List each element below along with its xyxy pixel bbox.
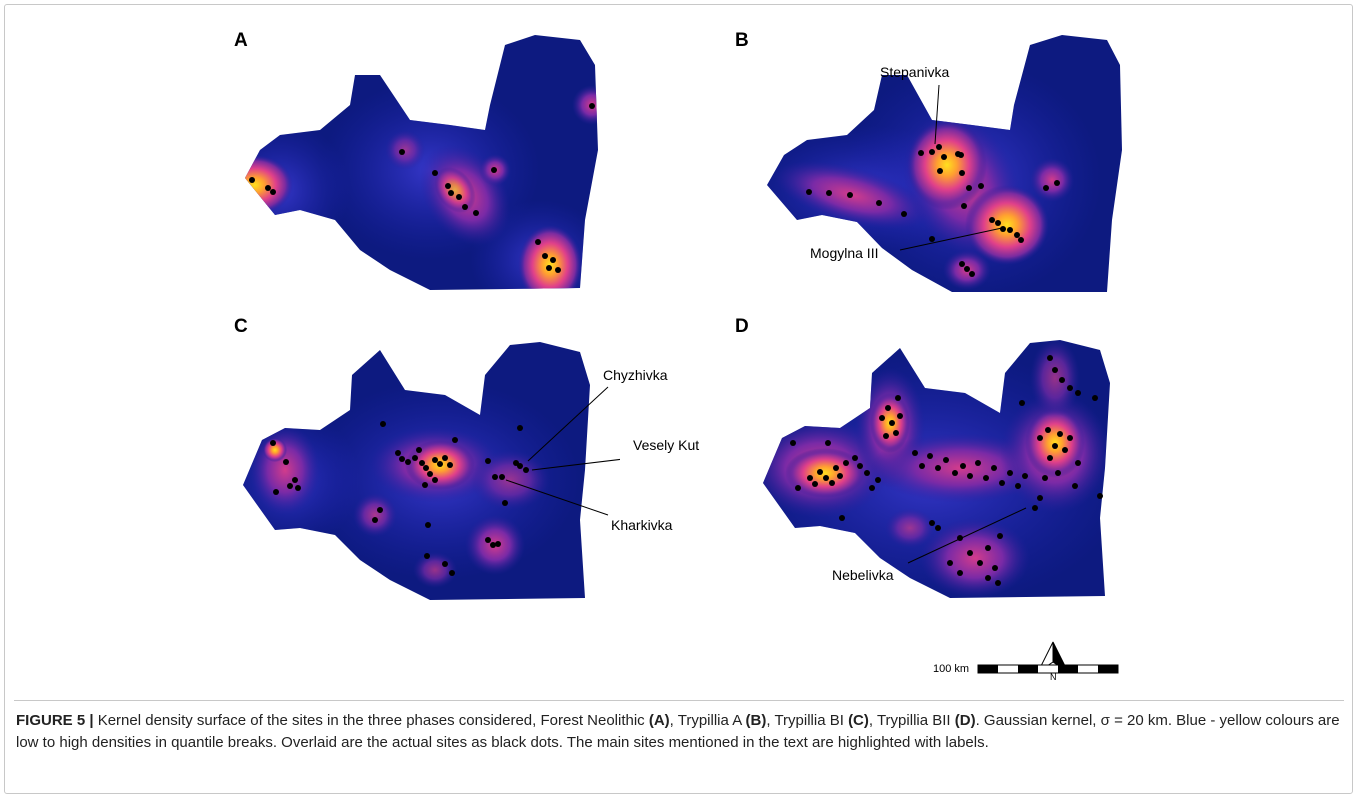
- figure-number: FIGURE 5 |: [16, 712, 94, 729]
- caption-text-5: . Gaussian kernel, σ = 20 km. Blue - yel…: [16, 712, 1340, 751]
- site-label-mogylna-iii: Mogylna III: [810, 245, 878, 261]
- site-label-vesely-kut: Vesely Kut: [633, 437, 699, 453]
- north-label: N: [1050, 672, 1057, 682]
- leader-line-stepanivka: [934, 84, 940, 145]
- caption-ref-a: (A): [648, 712, 670, 729]
- density-map-b: Stepanivka Mogylna III: [767, 35, 1122, 292]
- leader-line-kharkivka: [505, 479, 609, 516]
- site-label-chyzhivka: Chyzhivka: [603, 367, 668, 383]
- panel-letter-c: C: [234, 316, 248, 337]
- caption-text-3: , Trypillia BI: [766, 712, 849, 729]
- caption-text-4: , Trypillia BII: [868, 712, 955, 729]
- site-dots-b: [806, 144, 1060, 277]
- caption-ref-d: (D): [954, 712, 976, 729]
- site-dots-d: [790, 355, 1103, 586]
- panel-letter-b: B: [735, 30, 749, 51]
- site-label-stepanivka: Stepanivka: [880, 64, 949, 80]
- scale-bar-label: 100 km: [933, 663, 970, 675]
- caption-text-2: , Trypillia A: [669, 712, 746, 729]
- scale-bar: [977, 664, 1119, 674]
- panel-letter-a: A: [234, 30, 248, 51]
- leader-line-mogylna: [899, 227, 1003, 251]
- density-map-a: [245, 35, 598, 290]
- kde-surface-d: [763, 340, 1110, 598]
- caption-text-1: Kernel density surface of the sites in t…: [93, 712, 649, 729]
- site-label-kharkivka: Kharkivka: [611, 517, 673, 533]
- figure-caption: FIGURE 5 | Kernel density surface of the…: [16, 710, 1342, 754]
- kde-surface-a: [245, 35, 598, 290]
- site-label-nebelivka: Nebelivka: [832, 567, 894, 583]
- leader-line-nebelivka: [907, 507, 1027, 564]
- site-dots-c: [270, 421, 529, 576]
- panel-letter-d: D: [735, 316, 749, 337]
- density-map-d: Nebelivka: [763, 340, 1110, 598]
- leader-line-chyzhivka: [527, 386, 609, 462]
- figure-frame: [4, 4, 1353, 794]
- site-dots-a: [249, 103, 595, 273]
- labels-c: Chyzhivka Vesely Kut Kharkivka: [603, 367, 699, 533]
- density-map-c: [243, 342, 620, 600]
- caption-divider: [14, 700, 1344, 701]
- leader-line-vesely-kut: [531, 458, 620, 471]
- caption-ref-b: (B): [745, 712, 767, 729]
- caption-ref-c: (C): [848, 712, 869, 729]
